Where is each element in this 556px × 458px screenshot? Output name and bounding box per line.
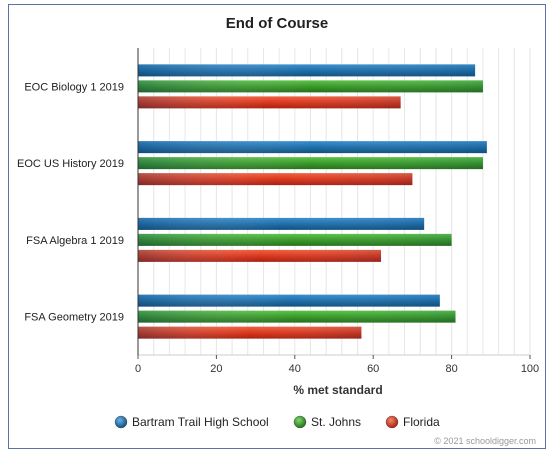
x-axis-label: % met standard xyxy=(293,383,382,397)
legend-item[interactable]: St. Johns xyxy=(293,415,361,429)
bar-shading xyxy=(138,326,362,339)
bar-shading xyxy=(138,141,487,154)
x-tick-label: 20 xyxy=(210,363,222,375)
x-tick-labels: 0 20 40 60 80 100 xyxy=(135,355,539,375)
bar-shading xyxy=(138,96,401,109)
bar-shading xyxy=(138,80,483,93)
chart-title: End of Course xyxy=(226,15,329,32)
legend-label: St. Johns xyxy=(311,415,361,429)
x-tick-label: 40 xyxy=(289,363,301,375)
category-label: FSA Geometry 2019 xyxy=(24,312,124,324)
x-tick-label: 60 xyxy=(367,363,379,375)
bar-shading xyxy=(138,310,456,323)
legend-marker xyxy=(385,415,399,429)
x-tick-label: 0 xyxy=(135,363,141,375)
bars xyxy=(138,64,487,339)
bar-shading xyxy=(138,173,413,186)
bar-shading xyxy=(138,217,425,230)
grid-lines xyxy=(138,48,531,356)
category-label: FSA Algebra 1 2019 xyxy=(26,235,124,247)
bar-shading xyxy=(138,233,452,246)
legend-item[interactable]: Florida xyxy=(385,415,440,429)
bar-shading xyxy=(138,64,476,77)
credit-text: © 2021 schooldigger.com xyxy=(434,436,536,446)
x-tick-label: 100 xyxy=(521,363,539,375)
category-label: EOC US History 2019 xyxy=(17,158,124,170)
legend-marker xyxy=(114,415,128,429)
category-labels: EOC Biology 1 2019 EOC US History 2019 FSA… xyxy=(17,81,124,323)
legend-label: Bartram Trail High School xyxy=(132,415,269,429)
legend-item[interactable]: Bartram Trail High School xyxy=(114,415,269,429)
bar-shading xyxy=(138,294,440,307)
legend-label: Florida xyxy=(403,415,440,429)
legend: Bartram Trail High School St. Johns Florid… xyxy=(114,415,440,429)
category-label: EOC Biology 1 2019 xyxy=(24,81,124,93)
bar-shading xyxy=(138,157,483,170)
bar-shading xyxy=(138,249,382,262)
legend-marker xyxy=(293,415,307,429)
x-tick-label: 80 xyxy=(445,363,457,375)
